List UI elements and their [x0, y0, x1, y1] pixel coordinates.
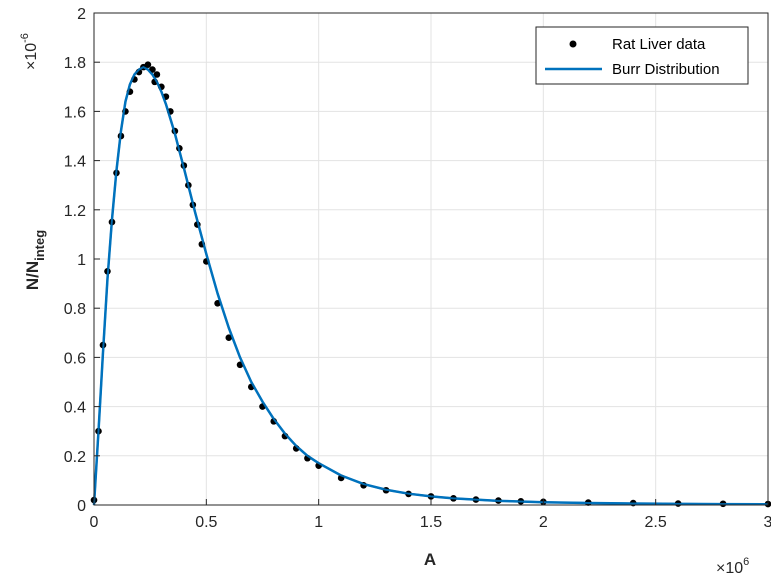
- y-multiplier-exp: -6: [19, 33, 31, 43]
- y-tick-label-9: 1.8: [64, 55, 86, 72]
- x-tick-label-1: 0.5: [195, 514, 217, 531]
- y-axis-title-main: N/N: [23, 261, 42, 290]
- y-tick-label-7: 1.4: [64, 154, 86, 171]
- y-multiplier-base: ×10: [23, 43, 40, 70]
- y-tick-label-0: 0: [77, 498, 86, 515]
- data-point-28: [225, 334, 233, 342]
- x-tick-label-5: 2.5: [645, 514, 667, 531]
- x-tick-label-0: 0: [90, 514, 99, 531]
- legend-label-burr-distribution: Burr Distribution: [612, 61, 720, 78]
- legend-box: [535, 26, 749, 85]
- x-multiplier-base: ×10: [716, 560, 743, 575]
- axes: 0 0.5 1 1.5 2 2.5 3 0 0.2 0.4 0.6 0.8 1 1.2 1.4 1.6 1.8 2: [64, 6, 771, 531]
- grid: [93, 12, 769, 506]
- x-multiplier-exp: 6: [743, 556, 749, 568]
- x-tick-label-3: 1.5: [420, 514, 442, 531]
- x-tick-label-2: 1: [314, 514, 323, 531]
- series-line-burr-distribution-overlay: [93, 66, 769, 506]
- legend-marker-rat-liver-data: [569, 40, 577, 48]
- y-tick-label-8: 1.6: [64, 104, 86, 121]
- legend: Rat Liver data Burr Distribution: [535, 26, 749, 85]
- y-tick-label-1: 0.2: [64, 449, 86, 466]
- data-point-15: [153, 71, 161, 78]
- y-axis-title-sub: integ: [32, 230, 47, 261]
- y-axis-title: N/Ninteg: [23, 230, 47, 290]
- y-tick-label-5: 1: [77, 252, 86, 269]
- x-tick-label-4: 2: [539, 514, 548, 531]
- y-tick-label-2: 0.4: [64, 400, 86, 417]
- data-point-12: [144, 61, 152, 68]
- y-tick-label-10: 2: [77, 6, 86, 23]
- legend-label-rat-liver-data: Rat Liver data: [612, 36, 706, 53]
- y-tick-label-3: 0.6: [64, 350, 86, 367]
- x-axis-title: A: [424, 550, 436, 569]
- x-axis-multiplier: ×106: [716, 556, 749, 575]
- y-axis-multiplier: ×10-6: [19, 33, 40, 70]
- plot-area: [90, 61, 771, 508]
- y-tick-label-6: 1.2: [64, 203, 86, 220]
- x-tick-label-6: 3: [764, 514, 771, 531]
- y-tick-label-4: 0.8: [64, 301, 86, 318]
